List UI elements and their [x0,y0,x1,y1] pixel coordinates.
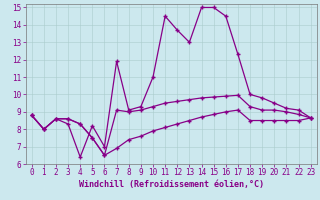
X-axis label: Windchill (Refroidissement éolien,°C): Windchill (Refroidissement éolien,°C) [79,180,264,189]
